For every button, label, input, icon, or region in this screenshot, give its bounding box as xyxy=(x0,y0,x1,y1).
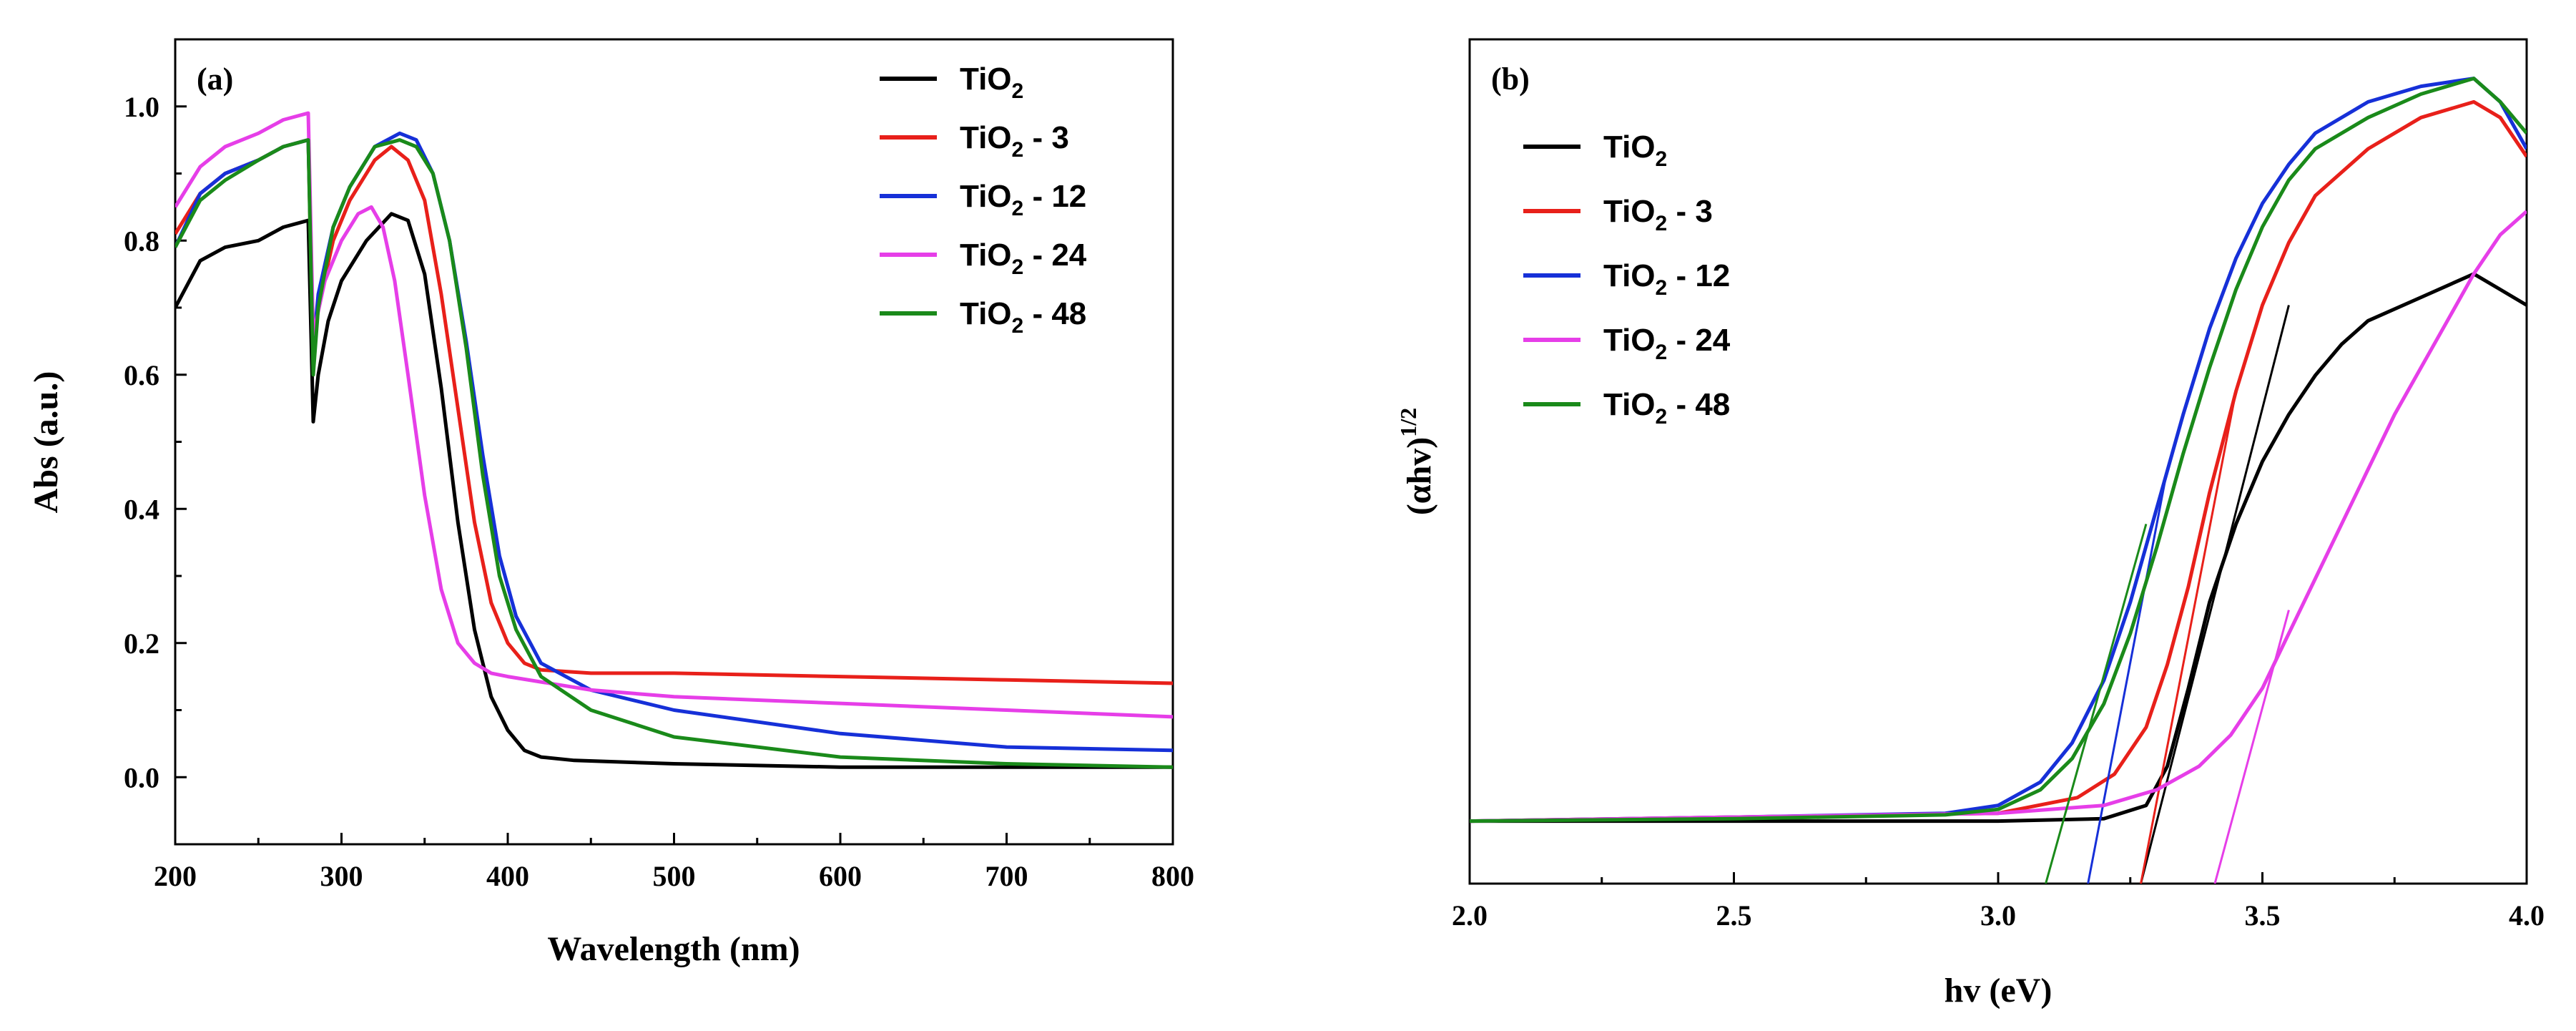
legend-entry-subscript: 2 xyxy=(1656,147,1668,171)
panel-a-x-tick-label: 300 xyxy=(320,860,363,892)
legend-entry-subscript: 2 xyxy=(1012,79,1024,103)
panel-a-series xyxy=(175,111,1173,769)
panel-b-x-tick-label: 4.0 xyxy=(2509,899,2545,932)
panel-b-y-axis-title-exponent: 1/2 xyxy=(1395,408,1421,437)
panel-a-legend-entry-3: TiO2 - 24 xyxy=(960,238,1087,279)
legend-entry-base: TiO xyxy=(1603,194,1656,229)
panel-a-y-tick-label: 0.6 xyxy=(124,359,159,391)
legend-entry-suffix: - 48 xyxy=(1023,296,1086,331)
legend-entry-subscript: 2 xyxy=(1012,314,1024,338)
legend-entry-subscript: 2 xyxy=(1656,276,1668,300)
panel-a-y-tick-label: 1.0 xyxy=(124,91,159,123)
panel-b-x-axis-title: hv (eV) xyxy=(1945,972,2053,1010)
panel-b-legend-entry-3: TiO2 - 24 xyxy=(1603,323,1731,364)
panel-a-legend-entry-4: TiO2 - 48 xyxy=(960,296,1086,338)
panel-a-series-line-3 xyxy=(175,111,1173,719)
legend-entry-subscript: 2 xyxy=(1656,212,1668,235)
panel-a-x-tick-label: 400 xyxy=(486,860,529,892)
panel-b-series-line-3 xyxy=(1470,210,2527,824)
panel-b-legend-entry-0: TiO2 xyxy=(1603,130,1667,171)
panel-a-absorbance-chart: 200 300 400 500 600 700 8000.00.20.40.60.81.0 … xyxy=(27,38,1194,968)
legend-entry-subscript: 2 xyxy=(1012,138,1024,162)
panel-a-series-line-4 xyxy=(175,138,1173,769)
legend-entry-subscript: 2 xyxy=(1012,197,1024,220)
panel-a-series-line-2 xyxy=(175,131,1173,753)
panel-a-legend-entry-0: TiO2 xyxy=(960,62,1023,103)
legend-entry-subscript: 2 xyxy=(1656,405,1668,429)
panel-a-y-tick-label: 0.2 xyxy=(124,627,159,660)
panel-a-y-tick-label: 0.8 xyxy=(124,225,159,257)
legend-entry-base: TiO xyxy=(960,238,1012,273)
legend-entry-suffix: - 24 xyxy=(1023,238,1087,273)
panel-b-tangent-line-3 xyxy=(2213,610,2290,884)
panel-a-legend-entry-1: TiO2 - 3 xyxy=(960,120,1069,162)
panel-b-legend-entry-2: TiO2 - 12 xyxy=(1603,258,1730,300)
panel-b-series-line-4 xyxy=(1470,77,2527,824)
panel-b-tangent-line-4 xyxy=(2045,524,2148,884)
panel-a-x-tick-label: 800 xyxy=(1151,860,1194,892)
panel-b-plot-frame xyxy=(1468,38,2528,885)
panel-a-x-tick-label: 700 xyxy=(985,860,1028,892)
panel-b-label: (b) xyxy=(1491,62,1530,97)
legend-entry-base: TiO xyxy=(1603,387,1656,422)
panel-b-x-tick-label: 3.5 xyxy=(2245,899,2281,932)
legend-entry-suffix: - 24 xyxy=(1667,323,1731,358)
panel-b-tangent-line-2 xyxy=(2087,469,2168,884)
legend-entry-subscript: 2 xyxy=(1012,255,1024,279)
panel-b-x-tick-label: 3.0 xyxy=(1980,899,2016,932)
panel-b-series xyxy=(1470,77,2527,884)
panel-b-series-line-0 xyxy=(1470,272,2527,824)
panel-a-x-axis-title: Wavelength (nm) xyxy=(547,930,800,968)
panel-b-tauc-chart: 2.0 2.5 3.0 3.5 4.0 (b) hv (eV) (αhv)1/2 TiO… xyxy=(1395,38,2545,1010)
panel-b-legend-entry-4: TiO2 - 48 xyxy=(1603,387,1730,429)
panel-b-y-axis-title-base: (αhv) xyxy=(1400,437,1438,515)
panel-a-x-tick-label: 600 xyxy=(819,860,862,892)
legend-entry-base: TiO xyxy=(1603,130,1656,165)
panel-a-x-tick-label: 200 xyxy=(154,860,197,892)
panel-a-x-tick-label: 500 xyxy=(653,860,696,892)
legend-entry-subscript: 2 xyxy=(1656,341,1668,364)
panel-a-y-tick-label: 0.4 xyxy=(124,493,159,525)
panel-b-tangent-line-1 xyxy=(2140,391,2238,884)
panel-b-series-line-1 xyxy=(1470,99,2527,824)
panel-b-legend-entry-1: TiO2 - 3 xyxy=(1603,194,1713,235)
panel-a-legend-entry-2: TiO2 - 12 xyxy=(960,179,1086,220)
legend-entry-suffix: - 3 xyxy=(1667,194,1713,229)
legend-entry-suffix: - 12 xyxy=(1023,179,1086,214)
panel-a-y-axis-title: Abs (a.u.) xyxy=(27,371,65,514)
legend-entry-base: TiO xyxy=(960,62,1012,97)
panel-b-x-tick-label: 2.0 xyxy=(1452,899,1488,932)
legend-entry-base: TiO xyxy=(960,296,1012,331)
panel-a-label: (a) xyxy=(197,62,233,97)
panel-a-y-tick-label: 0.0 xyxy=(124,761,159,793)
legend-entry-base: TiO xyxy=(1603,258,1656,293)
panel-a-series-line-1 xyxy=(175,138,1173,685)
panel-b-series-line-2 xyxy=(1470,77,2527,824)
panel-b-ticks: 2.0 2.5 3.0 3.5 4.0 xyxy=(1452,872,2545,932)
legend-entry-base: TiO xyxy=(960,120,1012,155)
legend-entry-suffix: - 48 xyxy=(1667,387,1730,422)
legend-entry-suffix: - 3 xyxy=(1023,120,1069,155)
legend-entry-base: TiO xyxy=(960,179,1012,214)
panel-a-series-line-0 xyxy=(175,212,1173,769)
legend-entry-base: TiO xyxy=(1603,323,1656,358)
panel-b-y-axis-title: (αhv)1/2 xyxy=(1395,408,1438,515)
panel-b-x-tick-label: 2.5 xyxy=(1716,899,1752,932)
legend-entry-suffix: - 12 xyxy=(1667,258,1730,293)
panel-a-ticks: 200 300 400 500 600 700 800 0.0 0.2 0.4 0.6 0.8 1.0 xyxy=(124,38,1194,892)
panel-b-tangent-line-0 xyxy=(2140,305,2290,884)
